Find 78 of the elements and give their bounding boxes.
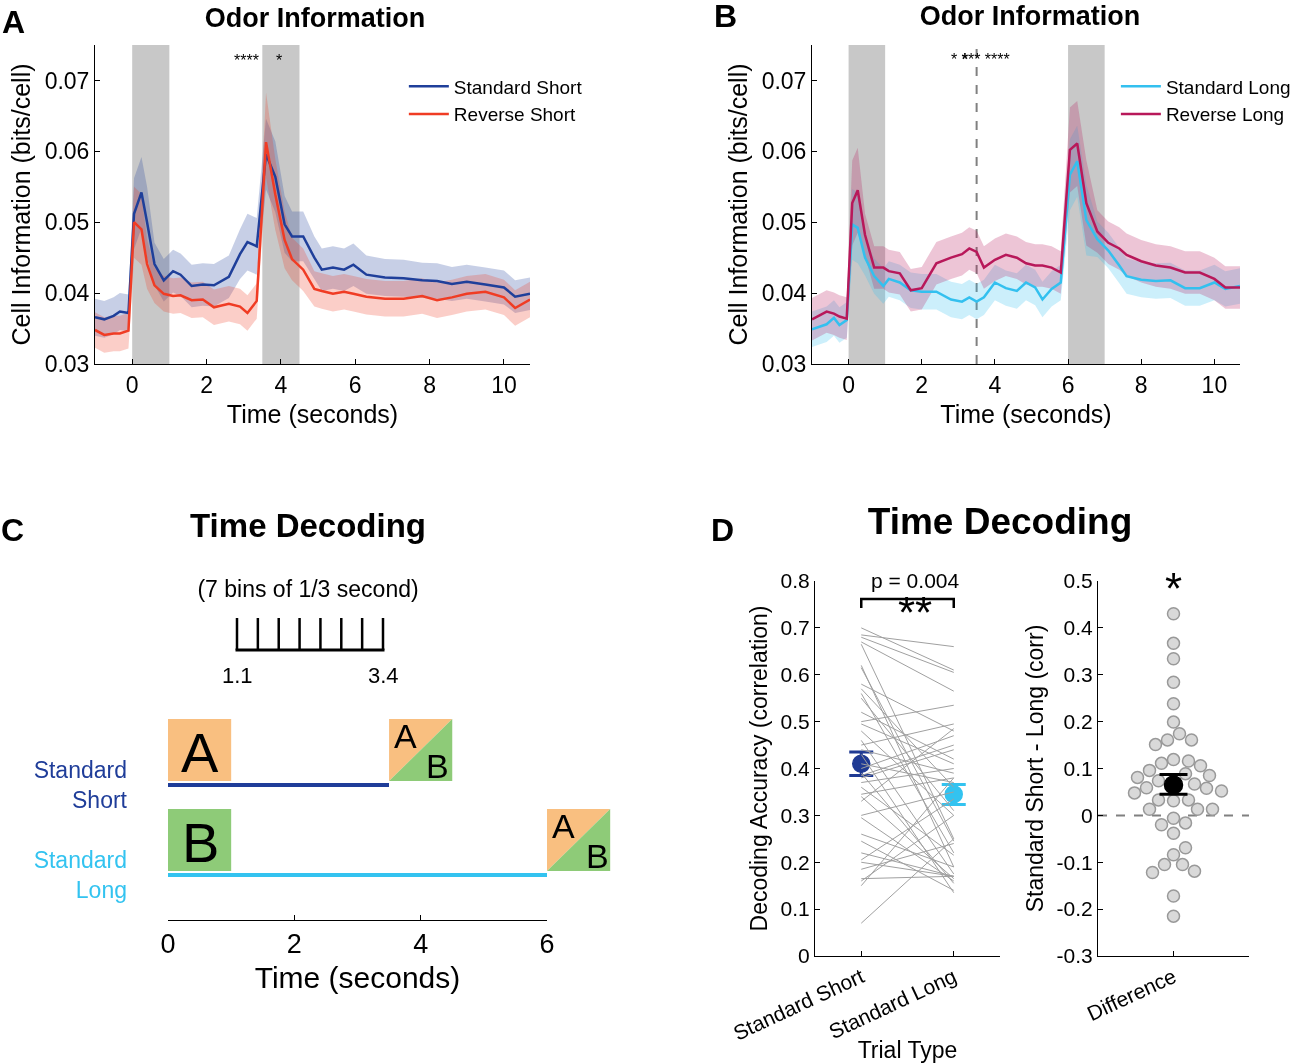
x-axis-title: Time (seconds)	[254, 960, 461, 994]
chart-title: Odor Information	[919, 0, 1141, 31]
y-tick-label: 0.07	[44, 67, 90, 94]
legend-label: Reverse Long	[1165, 104, 1285, 126]
x-axis-title: Time (seconds)	[226, 399, 399, 428]
chart-title: Odor Information	[204, 2, 426, 33]
annotation: *	[276, 52, 283, 69]
x-tick-label: 4	[988, 371, 1002, 398]
text: 1.1	[222, 663, 253, 688]
y-axis-title: Cell Information (bits/cell)	[724, 63, 753, 346]
y-tick-label: 0.3	[780, 803, 810, 827]
y-tick-label: 0.05	[44, 209, 90, 236]
x-tick-label: 10	[1201, 371, 1228, 398]
x-tick-label: 8	[423, 371, 437, 398]
annotation: B	[182, 811, 220, 874]
y-axis-title: Cell Information (bits/cell)	[7, 63, 36, 346]
x-tick-label: 10	[491, 371, 517, 398]
chart-title: Time Decoding	[867, 500, 1133, 542]
y-tick-label: 0	[1081, 803, 1093, 827]
y-tick-label: 0.6	[780, 663, 810, 687]
y-tick-label: 0.7	[780, 616, 810, 640]
annotation: B	[426, 747, 449, 785]
y-tick-label: 0.2	[1063, 709, 1093, 733]
y-tick-label: Standard Long	[33, 847, 127, 903]
text: B	[714, 0, 738, 34]
annotation: * *** ****	[951, 51, 1010, 68]
text: B	[586, 837, 609, 875]
text: C	[1, 512, 25, 548]
annotation: A	[394, 717, 417, 755]
legend-label: Reverse Short	[453, 104, 577, 126]
y-tick-label: 0.5	[1063, 569, 1093, 593]
x-tick-label: 0	[160, 929, 176, 960]
y-tick-label: 0.1	[780, 897, 810, 921]
y-tick-label: 0.4	[1063, 616, 1094, 640]
text: D	[711, 512, 735, 548]
x-tick-label: 6	[1061, 371, 1075, 398]
chart-subtitle: (7 bins of 1/3 second)	[197, 576, 419, 602]
y-tick-label: 0.03	[44, 351, 90, 378]
x-tick-label: 2	[200, 371, 213, 398]
annotation: p = 0.004	[871, 569, 960, 592]
y-tick-label: 0.8	[780, 569, 810, 593]
x-tick-label: 8	[1134, 371, 1148, 398]
y-axis-title: Standard Short - Long (corr)	[1022, 624, 1049, 913]
y-tick-label: 0.06	[44, 138, 90, 165]
y-tick-label: 0.06	[761, 138, 807, 165]
legend-label: Standard Long	[1165, 76, 1291, 98]
x-tick-label: 0	[842, 371, 855, 398]
x-tick-label: 2	[915, 371, 929, 398]
y-tick-label: 0.03	[761, 351, 807, 378]
x-tick-label: 6	[348, 371, 362, 398]
y-tick-label: 0.1	[1063, 756, 1093, 780]
annotation: ****	[234, 52, 259, 69]
y-axis-title: Decoding Accuracy (correlation)	[746, 605, 773, 932]
y-tick-label: -0.1	[1056, 850, 1093, 874]
text: 3.4	[368, 663, 399, 688]
y-tick-label: 0.04	[761, 280, 807, 307]
y-tick-label: 0.04	[44, 280, 90, 307]
y-tick-label: 0.5	[780, 709, 810, 733]
x-tick-label: 2	[286, 929, 302, 960]
y-tick-label: 0.05	[761, 209, 807, 236]
y-tick-label: 0.07	[761, 67, 807, 94]
x-axis-title: Time (seconds)	[940, 399, 1112, 428]
y-tick-label: Standard Short	[33, 757, 128, 813]
annotation: A	[181, 721, 219, 784]
x-tick-label: 4	[274, 371, 288, 398]
y-tick-label: 0.2	[780, 850, 810, 874]
y-tick-label: -0.3	[1056, 944, 1093, 968]
y-tick-label: 0.3	[1063, 663, 1093, 687]
chart-title: Time Decoding	[190, 507, 426, 545]
text: A	[552, 807, 575, 845]
y-tick-label: -0.2	[1056, 897, 1093, 921]
annotation: *	[1165, 564, 1183, 613]
x-tick-label: 6	[539, 929, 555, 960]
x-axis-title: Trial Type	[857, 1037, 958, 1063]
text: A	[2, 4, 26, 40]
legend-label: Standard Short	[453, 76, 583, 98]
x-tick-label: 4	[413, 929, 429, 960]
y-tick-label: 0.4	[780, 756, 811, 780]
